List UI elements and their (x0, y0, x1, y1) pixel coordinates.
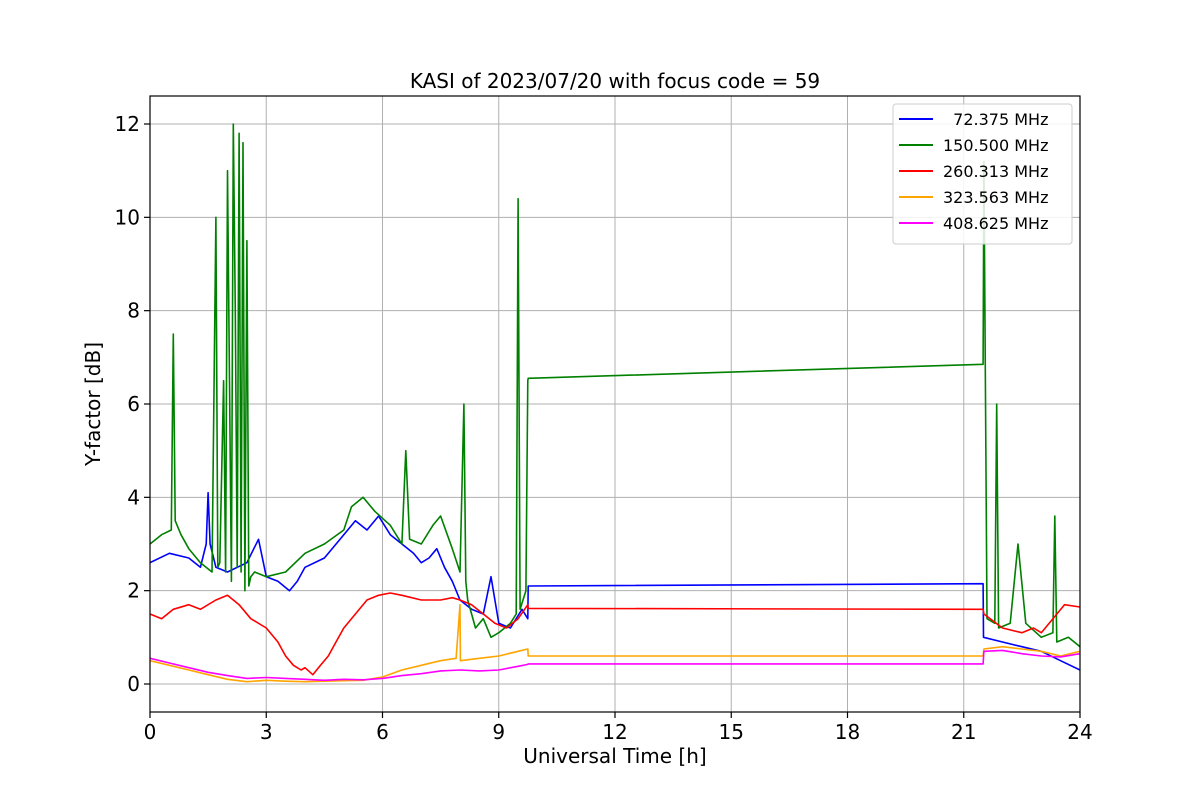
legend-label: 72.375 MHz (943, 110, 1048, 129)
series-line-4 (150, 649, 1080, 682)
x-tick-label: 9 (492, 720, 505, 744)
legend: 72.375 MHz 150.500 MHz 260.313 MHz 323.563 … (892, 103, 1073, 245)
series-line-3 (150, 603, 1080, 683)
y-tick-label: 4 (127, 485, 140, 509)
x-axis-label: Universal Time [h] (523, 744, 706, 768)
legend-label: 150.500 MHz (943, 136, 1048, 155)
legend-box (892, 103, 1073, 245)
x-tick-label: 6 (376, 720, 389, 744)
series-line-1 (150, 123, 1080, 648)
x-tick-label: 18 (835, 720, 860, 744)
y-tick-label: 8 (127, 299, 140, 323)
x-tick-label: 24 (1067, 720, 1092, 744)
x-tick-label: 0 (144, 720, 157, 744)
legend-label: 260.313 MHz (943, 162, 1048, 181)
y-tick-label: 2 (127, 579, 140, 603)
y-tick-label: 6 (127, 392, 140, 416)
y-tick-label: 10 (115, 205, 140, 229)
grid (149, 96, 1081, 712)
x-tick-label: 15 (719, 720, 744, 744)
series-layer (150, 123, 1080, 683)
x-tick-label: 12 (602, 720, 627, 744)
y-tick-label: 0 (127, 672, 140, 696)
x-tick-label: 21 (951, 720, 976, 744)
y-axis-label: Y-factor [dB] (81, 342, 105, 467)
legend-label: 408.625 MHz (943, 214, 1048, 233)
x-tick-label: 3 (260, 720, 273, 744)
y-tick-label: 12 (115, 112, 140, 136)
series-line-2 (150, 592, 1080, 676)
chart-title: KASI of 2023/07/20 with focus code = 59 (410, 69, 820, 93)
legend-label: 323.563 MHz (943, 188, 1048, 207)
